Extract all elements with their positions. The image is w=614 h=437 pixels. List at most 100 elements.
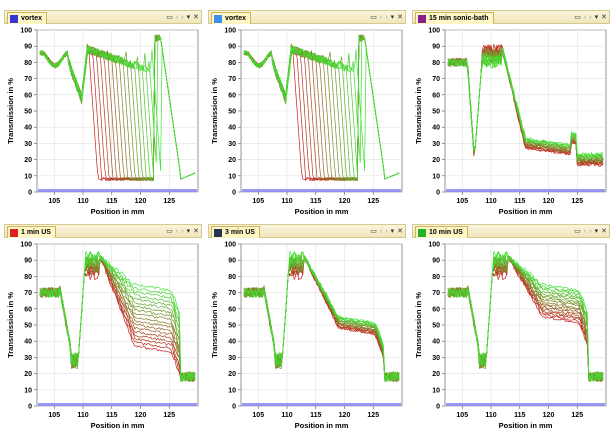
chevron-right-icon[interactable]: › bbox=[181, 227, 184, 235]
y-tick-label: 0 bbox=[436, 404, 440, 411]
panel-tab[interactable]: 3 min US bbox=[211, 226, 260, 238]
curve-group bbox=[39, 33, 196, 182]
chevron-left-icon[interactable]: ‹ bbox=[379, 227, 383, 235]
y-axis-label: Transmission in % bbox=[210, 78, 219, 144]
chevron-left-icon[interactable]: ‹ bbox=[583, 13, 587, 21]
y-tick-label: 40 bbox=[24, 339, 32, 346]
close-icon[interactable]: ✕ bbox=[397, 227, 403, 235]
transmission-curve bbox=[447, 251, 604, 383]
panel-title: 3 min US bbox=[225, 229, 255, 236]
x-tick-label: 115 bbox=[310, 412, 321, 419]
color-swatch bbox=[214, 228, 222, 237]
close-icon[interactable]: ✕ bbox=[601, 13, 607, 21]
panel-header: vortex ▭ ‹ › ▾ ✕ bbox=[4, 10, 202, 24]
baseline-strip bbox=[446, 403, 605, 406]
y-tick-label: 10 bbox=[24, 173, 32, 180]
y-tick-label: 60 bbox=[432, 92, 440, 99]
transmission-plot: 0 10 20 30 40 50 60 70 80 90 100 105 110 115 120 125 Tra… bbox=[210, 242, 403, 430]
close-icon[interactable]: ✕ bbox=[193, 13, 199, 21]
chevron-right-icon[interactable]: › bbox=[589, 13, 592, 21]
chevron-right-icon[interactable]: › bbox=[385, 227, 388, 235]
dropdown-menu-icon[interactable]: ▾ bbox=[186, 227, 191, 235]
y-tick-label: 50 bbox=[228, 323, 236, 330]
y-tick-label: 60 bbox=[228, 92, 236, 99]
x-tick-label: 115 bbox=[514, 412, 525, 419]
chevron-left-icon[interactable]: ‹ bbox=[175, 227, 179, 235]
window-restore-icon[interactable]: ▭ bbox=[574, 227, 581, 235]
y-tick-label: 30 bbox=[24, 141, 32, 148]
baseline-strip bbox=[242, 403, 401, 406]
transmission-curve bbox=[39, 251, 196, 383]
panel-title: 15 min sonic-bath bbox=[429, 15, 489, 22]
panel-10-min-us: 10 min US ▭ ‹ › ▾ ✕ 0 10 20 30 40 50 60 70 80 90 100 105 1… bbox=[412, 224, 610, 434]
y-tick-label: 80 bbox=[228, 274, 236, 281]
window-restore-icon[interactable]: ▭ bbox=[370, 13, 377, 21]
y-tick-label: 100 bbox=[224, 28, 236, 35]
y-tick-label: 20 bbox=[228, 371, 236, 378]
transmission-curve bbox=[39, 250, 196, 383]
y-axis-label: Transmission in % bbox=[414, 292, 423, 358]
panel-tab[interactable]: vortex bbox=[211, 12, 252, 24]
window-restore-icon[interactable]: ▭ bbox=[166, 13, 173, 21]
dropdown-menu-icon[interactable]: ▾ bbox=[390, 227, 395, 235]
y-tick-label: 60 bbox=[228, 306, 236, 313]
panel-title: 10 min US bbox=[429, 229, 463, 236]
x-tick-label: 110 bbox=[281, 412, 292, 419]
panel-controls: ▭ ‹ › ▾ ✕ bbox=[574, 12, 607, 23]
x-tick-label: 115 bbox=[514, 198, 525, 205]
y-tick-label: 40 bbox=[432, 125, 440, 132]
y-tick-label: 40 bbox=[228, 339, 236, 346]
y-axis-label: Transmission in % bbox=[210, 292, 219, 358]
transmission-plot: 0 10 20 30 40 50 60 70 80 90 100 105 110 115 120 125 Tra… bbox=[414, 242, 607, 430]
y-tick-label: 100 bbox=[224, 242, 236, 249]
x-tick-label: 125 bbox=[163, 198, 175, 205]
x-axis-label: Position in mm bbox=[91, 207, 145, 216]
panel-tab[interactable]: 15 min sonic-bath bbox=[415, 12, 494, 24]
panel-15-min-sonic-bath: 15 min sonic-bath ▭ ‹ › ▾ ✕ 0 10 20 30 40 50 60 70 80 9… bbox=[412, 10, 610, 220]
curve-group bbox=[243, 250, 400, 383]
dropdown-menu-icon[interactable]: ▾ bbox=[186, 13, 191, 21]
x-tick-label: 120 bbox=[543, 412, 555, 419]
dropdown-menu-icon[interactable]: ▾ bbox=[594, 227, 599, 235]
y-tick-label: 70 bbox=[228, 76, 236, 83]
transmission-plot: 0 10 20 30 40 50 60 70 80 90 100 105 110 115 120 125 Tra… bbox=[414, 28, 607, 216]
y-tick-label: 0 bbox=[28, 190, 32, 197]
x-tick-label: 125 bbox=[163, 412, 175, 419]
window-restore-icon[interactable]: ▭ bbox=[574, 13, 581, 21]
window-restore-icon[interactable]: ▭ bbox=[370, 227, 377, 235]
x-axis-label: Position in mm bbox=[295, 421, 349, 430]
y-tick-label: 60 bbox=[24, 306, 32, 313]
panel-tab[interactable]: 1 min US bbox=[7, 226, 56, 238]
transmission-plot: 0 10 20 30 40 50 60 70 80 90 100 105 110 115 120 125 Tra… bbox=[6, 28, 199, 216]
y-tick-label: 80 bbox=[432, 274, 440, 281]
chevron-left-icon[interactable]: ‹ bbox=[175, 13, 179, 21]
panel-controls: ▭ ‹ › ▾ ✕ bbox=[166, 226, 199, 237]
window-restore-icon[interactable]: ▭ bbox=[166, 227, 173, 235]
curve-group bbox=[243, 33, 400, 182]
y-tick-label: 40 bbox=[24, 125, 32, 132]
x-tick-label: 105 bbox=[48, 412, 60, 419]
chevron-right-icon[interactable]: › bbox=[385, 13, 388, 21]
panel-tab[interactable]: vortex bbox=[7, 12, 48, 24]
chevron-left-icon[interactable]: ‹ bbox=[583, 227, 587, 235]
chevron-right-icon[interactable]: › bbox=[589, 227, 592, 235]
chevron-left-icon[interactable]: ‹ bbox=[379, 13, 383, 21]
panel-title: vortex bbox=[21, 15, 43, 22]
y-tick-label: 50 bbox=[432, 109, 440, 116]
color-swatch bbox=[418, 14, 426, 23]
close-icon[interactable]: ✕ bbox=[601, 227, 607, 235]
x-axis-label: Position in mm bbox=[91, 421, 145, 430]
chevron-right-icon[interactable]: › bbox=[181, 13, 184, 21]
transmission-curve bbox=[243, 45, 400, 180]
transmission-plot: 0 10 20 30 40 50 60 70 80 90 100 105 110 115 120 125 Tra… bbox=[210, 28, 403, 216]
close-icon[interactable]: ✕ bbox=[193, 227, 199, 235]
x-tick-label: 120 bbox=[135, 412, 147, 419]
transmission-curve bbox=[447, 255, 604, 383]
panel-tab[interactable]: 10 min US bbox=[415, 226, 468, 238]
dropdown-menu-icon[interactable]: ▾ bbox=[390, 13, 395, 21]
curve-group bbox=[39, 250, 196, 383]
dropdown-menu-icon[interactable]: ▾ bbox=[594, 13, 599, 21]
close-icon[interactable]: ✕ bbox=[397, 13, 403, 21]
y-tick-label: 50 bbox=[24, 109, 32, 116]
panel-controls: ▭ ‹ › ▾ ✕ bbox=[370, 226, 403, 237]
